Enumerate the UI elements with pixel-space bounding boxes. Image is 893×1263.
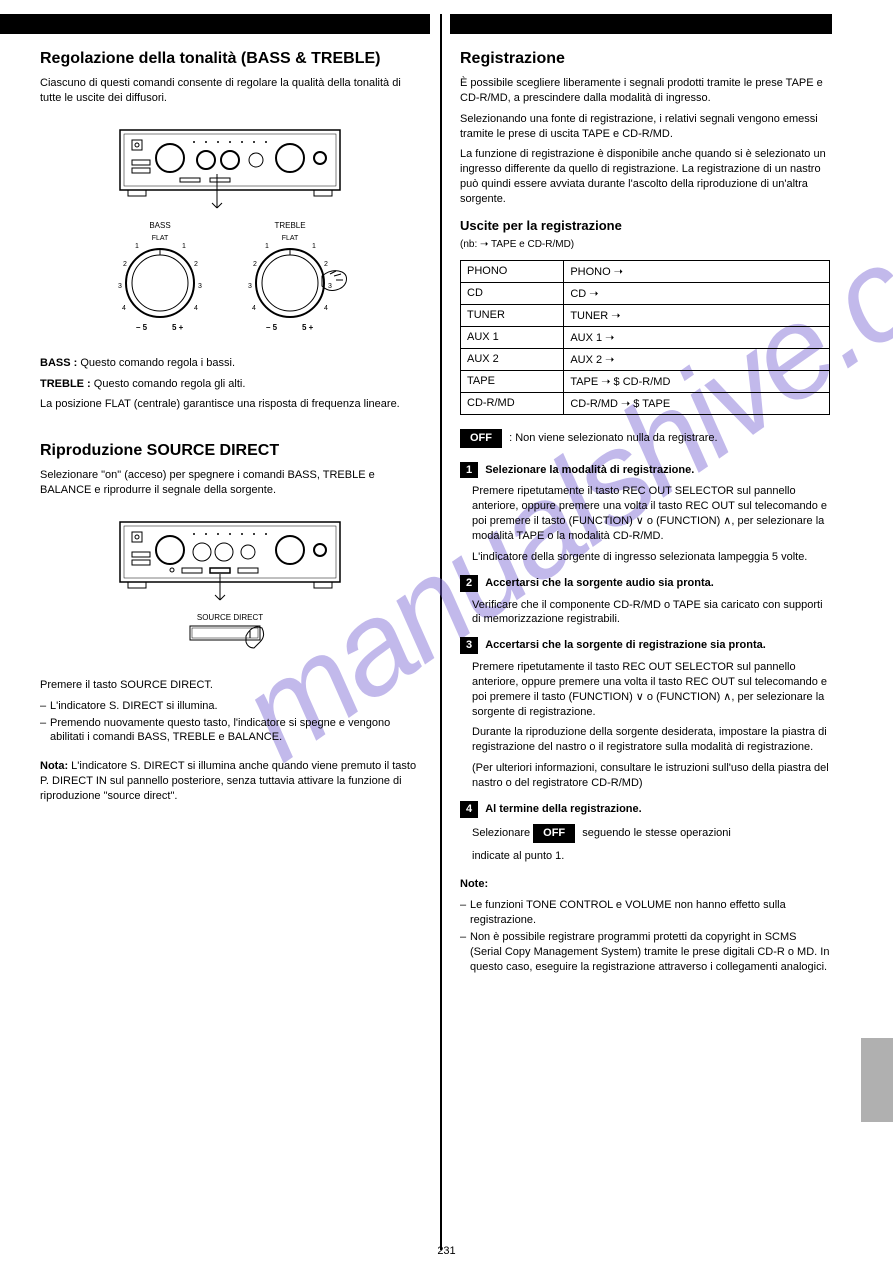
column-divider [440,14,442,1250]
treble-caption: TREBLE : Questo comando regola gli alti. [40,377,420,392]
table-row: CD-R/MDCD-R/MD ➝ $ TAPE [461,392,830,414]
svg-text:2: 2 [253,261,257,268]
step-2: 2 Accertarsi che la sorgente audio sia p… [460,575,830,628]
svg-text:– 5: – 5 [136,323,148,332]
notes-item: Non è possibile registrare programmi pro… [460,930,830,975]
step-4: 4 Al termine della registrazione. Selezi… [460,801,830,864]
svg-text:2: 2 [324,261,328,268]
svg-text:3: 3 [198,283,202,290]
step-3: 3 Accertarsi che la sorgente di registra… [460,637,830,791]
svg-text:4: 4 [194,305,198,312]
svg-text:1: 1 [265,243,269,250]
svg-text:1: 1 [312,243,316,250]
column-left: Regolazione della tonalità (BASS & TREBL… [40,50,420,818]
source-direct-button-illustration: SOURCE DIRECT [150,610,310,670]
svg-text:5 +: 5 + [302,323,314,332]
sd-intro: Selezionare "on" (acceso) per spegnere i… [40,468,420,498]
svg-text:4: 4 [324,305,328,312]
svg-text:4: 4 [252,305,256,312]
rec-out-head: Uscite per la registrazione [460,217,830,235]
notes-item: Le funzioni TONE CONTROL e VOLUME non ha… [460,898,830,928]
svg-text:5 +: 5 + [172,323,184,332]
header-bar-right [450,14,832,34]
heading-tone: Regolazione della tonalità (BASS & TREBL… [40,50,420,68]
table-row: AUX 1AUX 1 ➝ [461,326,830,348]
sd-press: Premere il tasto SOURCE DIRECT. [40,678,420,693]
bass-caption: BASS : Questo comando regola i bassi. [40,356,420,371]
svg-text:3: 3 [118,283,122,290]
off-note: OFF : OFF : Non viene selezionato nulla … [460,429,830,448]
rec-out-note: (nb: ➝ TAPE e CD-R/MD) [460,238,830,252]
svg-text:3: 3 [328,283,332,290]
svg-text:4: 4 [122,305,126,312]
svg-text:TREBLE: TREBLE [274,221,305,230]
table-row: PHONOPHONO ➝ [461,260,830,282]
sd-note: Nota: L'indicatore S. DIRECT si illumina… [40,759,420,804]
svg-text:3: 3 [248,283,252,290]
heading-recording: Registrazione [460,50,830,68]
sd-bullet: L'indicatore S. DIRECT si illumina. [40,699,420,714]
page-side-tab [861,1038,893,1122]
sd-bullet: Premendo nuovamente questo tasto, l'indi… [40,716,420,746]
page-number: 231 [0,1245,893,1257]
rec-intro-p: La funzione di registrazione è disponibi… [460,147,830,206]
notes-head: Note: [460,878,488,890]
svg-text:1: 1 [182,243,186,250]
rec-intro-p: È possibile scegliere liberamente i segn… [460,76,830,106]
header-bar-left [0,14,430,34]
svg-text:1: 1 [135,243,139,250]
amp-panel-illustration-2 [110,512,350,602]
svg-text:SOURCE DIRECT: SOURCE DIRECT [197,613,263,622]
svg-text:– 5: – 5 [266,323,278,332]
bass-treble-dials-illustration: BASS FLAT 1 1 2 2 3 3 4 4 – 5 5 + TREBLE FLAT… [100,218,360,348]
svg-text:2: 2 [194,261,198,268]
amp-panel-illustration-1 [110,120,350,210]
svg-text:2: 2 [123,261,127,268]
svg-text:FLAT: FLAT [152,235,169,242]
flat-note: La posizione FLAT (centrale) garantisce … [40,397,420,412]
table-row: AUX 2AUX 2 ➝ [461,348,830,370]
table-row: TUNERTUNER ➝ [461,304,830,326]
rec-intro-p: Selezionando una fonte di registrazione,… [460,112,830,142]
heading-source-direct: Riproduzione SOURCE DIRECT [40,442,420,460]
rec-out-table: PHONOPHONO ➝ CDCD ➝ TUNERTUNER ➝ AUX 1AU… [460,260,830,415]
table-row: CDCD ➝ [461,282,830,304]
table-row: TAPETAPE ➝ $ CD-R/MD [461,370,830,392]
svg-text:FLAT: FLAT [282,235,299,242]
tone-intro: Ciascuno di questi comandi consente di r… [40,76,420,106]
step-1: 1 Selezionare la modalità di registrazio… [460,462,830,565]
svg-text:BASS: BASS [149,221,170,230]
column-right: Registrazione È possibile scegliere libe… [460,50,830,988]
